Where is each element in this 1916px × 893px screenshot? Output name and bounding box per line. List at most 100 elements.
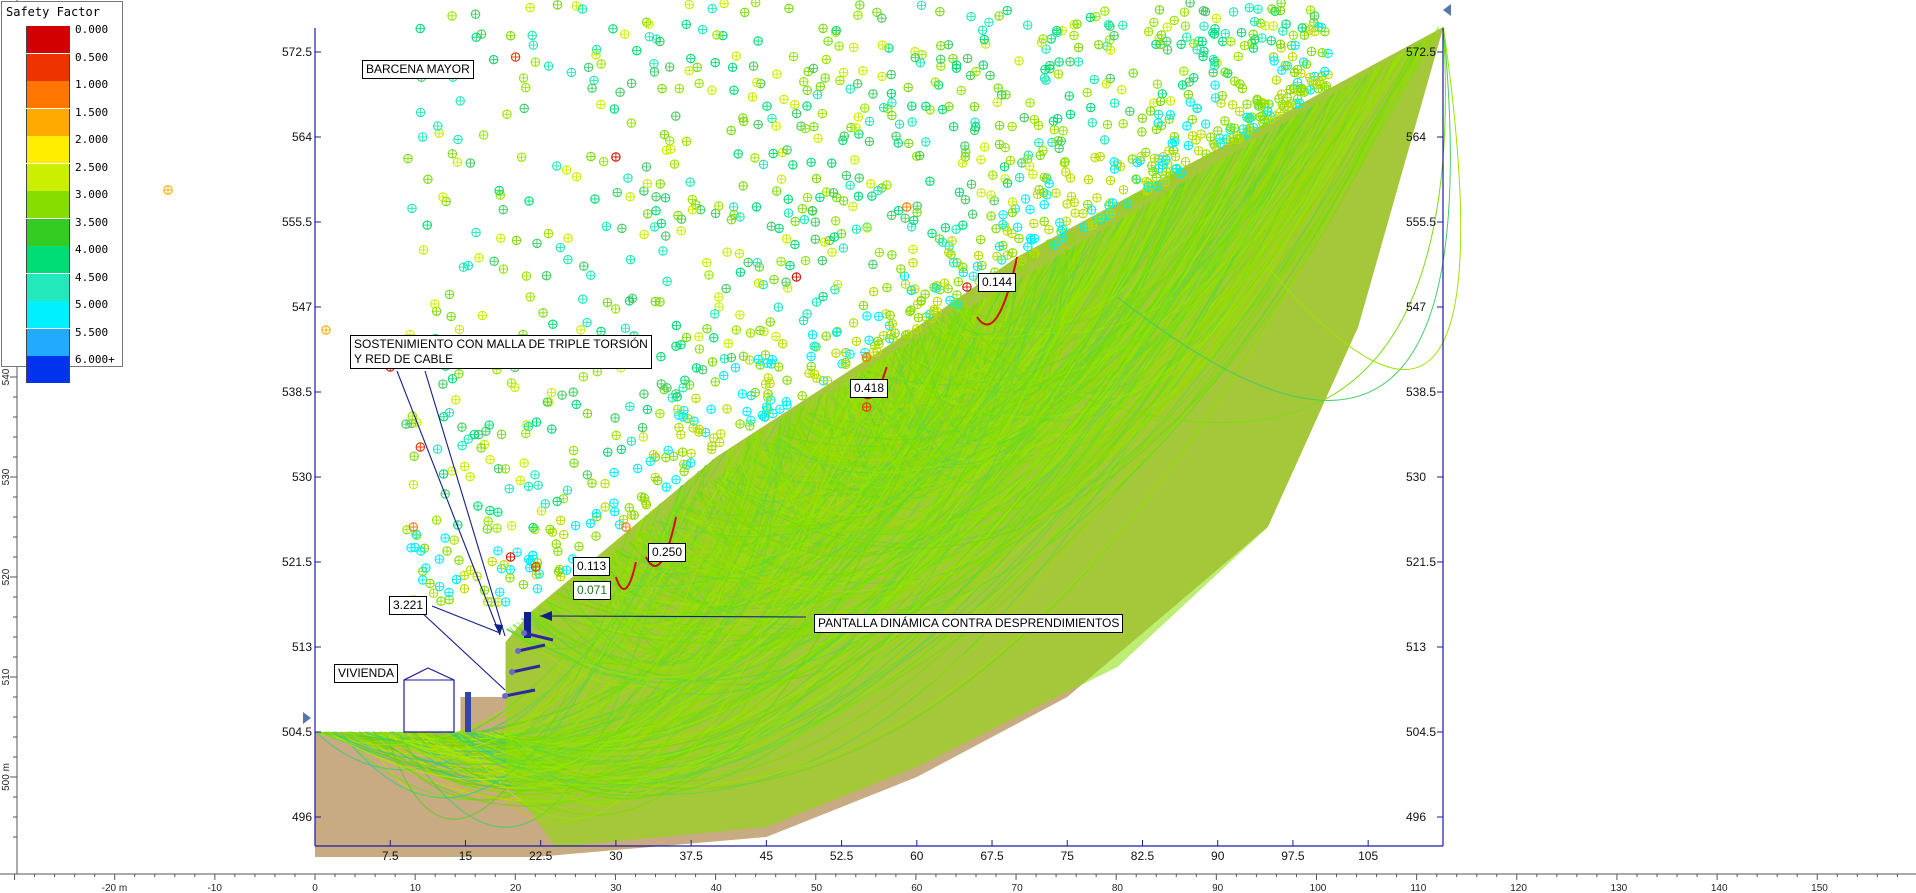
grid-centre-marker bbox=[850, 155, 860, 165]
grid-centre-marker bbox=[1092, 193, 1102, 203]
grid-centre-marker bbox=[600, 502, 610, 512]
legend-value: 2.500 bbox=[75, 160, 109, 174]
grid-centre-marker bbox=[790, 216, 800, 227]
grid-centre-marker bbox=[1105, 45, 1116, 55]
grid-centre-marker bbox=[487, 556, 497, 567]
grid-centre-marker bbox=[434, 554, 445, 564]
grid-centre-marker bbox=[1275, 5, 1286, 16]
grid-centre-marker bbox=[1020, 194, 1031, 204]
grid-centre-marker bbox=[1310, 26, 1320, 37]
fs-label-3221[interactable]: 3.221 bbox=[389, 596, 428, 615]
grid-centre-marker bbox=[855, 0, 865, 10]
grid-centre-marker bbox=[591, 50, 601, 60]
grid-centre-marker bbox=[1165, 96, 1176, 106]
grid-centre-marker bbox=[887, 250, 897, 260]
label-sostenimiento[interactable]: SOSTENIMIENTO CON MALLA DE TRIPLE TORSIÓ… bbox=[350, 335, 652, 369]
grid-centre-marker bbox=[431, 306, 442, 316]
grid-centre-marker bbox=[779, 94, 789, 105]
label-barcena-mayor[interactable]: BARCENA MAYOR bbox=[362, 60, 474, 79]
grid-centre-marker bbox=[447, 149, 458, 159]
grid-centre-marker bbox=[999, 162, 1010, 172]
grid-centre-marker bbox=[651, 205, 661, 216]
grid-centre-marker bbox=[632, 45, 642, 56]
fs-label-0113[interactable]: 0.113 bbox=[573, 557, 611, 576]
grid-centre-marker bbox=[684, 65, 694, 76]
grid-centre-marker bbox=[1237, 83, 1248, 94]
grid-centre-marker bbox=[733, 149, 743, 159]
grid-centre-marker bbox=[1248, 122, 1259, 133]
fs-label-0418[interactable]: 0.418 bbox=[850, 379, 889, 398]
grid-centre-marker bbox=[735, 267, 746, 277]
grid-centre-marker bbox=[596, 59, 606, 69]
grid-centre-marker bbox=[1105, 175, 1116, 186]
anchor-bolt bbox=[511, 664, 541, 674]
grid-centre-marker bbox=[738, 351, 749, 361]
label-vivienda[interactable]: VIVIENDA bbox=[334, 664, 399, 683]
grid-centre-marker bbox=[868, 286, 879, 297]
grid-centre-marker bbox=[545, 524, 555, 535]
grid-centre-marker bbox=[1244, 3, 1255, 13]
callout-arrowhead bbox=[540, 611, 552, 621]
label-pantalla-dinamica[interactable]: PANTALLA DINÁMICA CONTRA DESPRENDIMIENTO… bbox=[814, 614, 1124, 633]
grid-centre-marker bbox=[495, 190, 506, 200]
grid-centre-marker bbox=[896, 264, 906, 274]
grid-centre-marker bbox=[1032, 189, 1043, 199]
grid-centre-marker bbox=[1122, 199, 1133, 209]
grid-centre-marker bbox=[1024, 161, 1035, 171]
grid-centre-marker bbox=[1216, 98, 1226, 108]
grid-centre-marker bbox=[753, 354, 764, 365]
grid-centre-marker bbox=[541, 270, 552, 281]
grid-centre-marker bbox=[763, 404, 773, 414]
fs-label-0144[interactable]: 0.144 bbox=[978, 273, 1017, 292]
grid-centre-marker bbox=[839, 131, 850, 141]
grid-centre-marker bbox=[748, 61, 759, 71]
grid-centre-marker bbox=[998, 219, 1008, 230]
grid-centre-marker bbox=[1197, 36, 1207, 47]
grid-centre-marker bbox=[960, 194, 971, 205]
house-outline bbox=[403, 667, 455, 733]
grid-centre-marker bbox=[1039, 199, 1050, 210]
grid-centre-marker bbox=[906, 285, 917, 296]
fs-label-0071[interactable]: 0.071 bbox=[573, 581, 612, 600]
grid-centre-marker bbox=[639, 229, 649, 240]
slip-surface-envelope bbox=[505, 27, 1444, 847]
grid-centre-marker bbox=[948, 121, 959, 132]
fs-label-0250[interactable]: 0.250 bbox=[648, 543, 687, 562]
ruler-bottom-label: 110 bbox=[1410, 883, 1426, 893]
grid-centre-marker bbox=[523, 481, 534, 492]
grid-centre-marker bbox=[465, 471, 475, 482]
grid-centre-marker bbox=[818, 291, 828, 302]
grid-centre-marker bbox=[493, 546, 503, 556]
grid-centre-marker bbox=[608, 24, 618, 34]
y-tick-label-right: 564 bbox=[1406, 130, 1426, 144]
grid-centre-marker bbox=[1038, 34, 1048, 44]
grid-centre-marker bbox=[1210, 93, 1221, 103]
grid-centre-marker bbox=[1290, 40, 1300, 51]
grid-centre-marker bbox=[921, 137, 931, 147]
grid-centre-marker bbox=[439, 411, 449, 422]
grid-centre-marker bbox=[659, 129, 670, 140]
grid-centre-marker bbox=[476, 29, 487, 39]
grid-centre-marker bbox=[671, 475, 681, 485]
grid-centre-marker-low bbox=[408, 522, 419, 532]
grid-centre-marker bbox=[1083, 174, 1094, 185]
grid-centre-marker bbox=[1073, 42, 1084, 53]
grid-centre-marker-low bbox=[510, 52, 521, 62]
grid-centre-marker bbox=[744, 355, 755, 365]
grid-centre-marker bbox=[476, 443, 486, 453]
grid-centre-marker bbox=[561, 165, 572, 175]
grid-centre-marker bbox=[1014, 233, 1024, 244]
grid-centre-marker bbox=[750, 0, 761, 8]
grid-centre-marker bbox=[446, 311, 456, 322]
grid-centre-marker bbox=[447, 11, 457, 21]
grid-centre-marker bbox=[688, 423, 698, 433]
grid-centre-marker bbox=[1287, 52, 1298, 62]
grid-centre-marker bbox=[745, 421, 755, 431]
grid-centre-marker bbox=[561, 565, 572, 575]
grid-centre-marker bbox=[504, 484, 514, 494]
grid-centre-marker-low bbox=[902, 202, 912, 212]
grid-centre-marker bbox=[817, 108, 828, 119]
y-tick-label-left: 504.5 bbox=[282, 725, 312, 739]
grid-centre-marker bbox=[1179, 7, 1190, 17]
